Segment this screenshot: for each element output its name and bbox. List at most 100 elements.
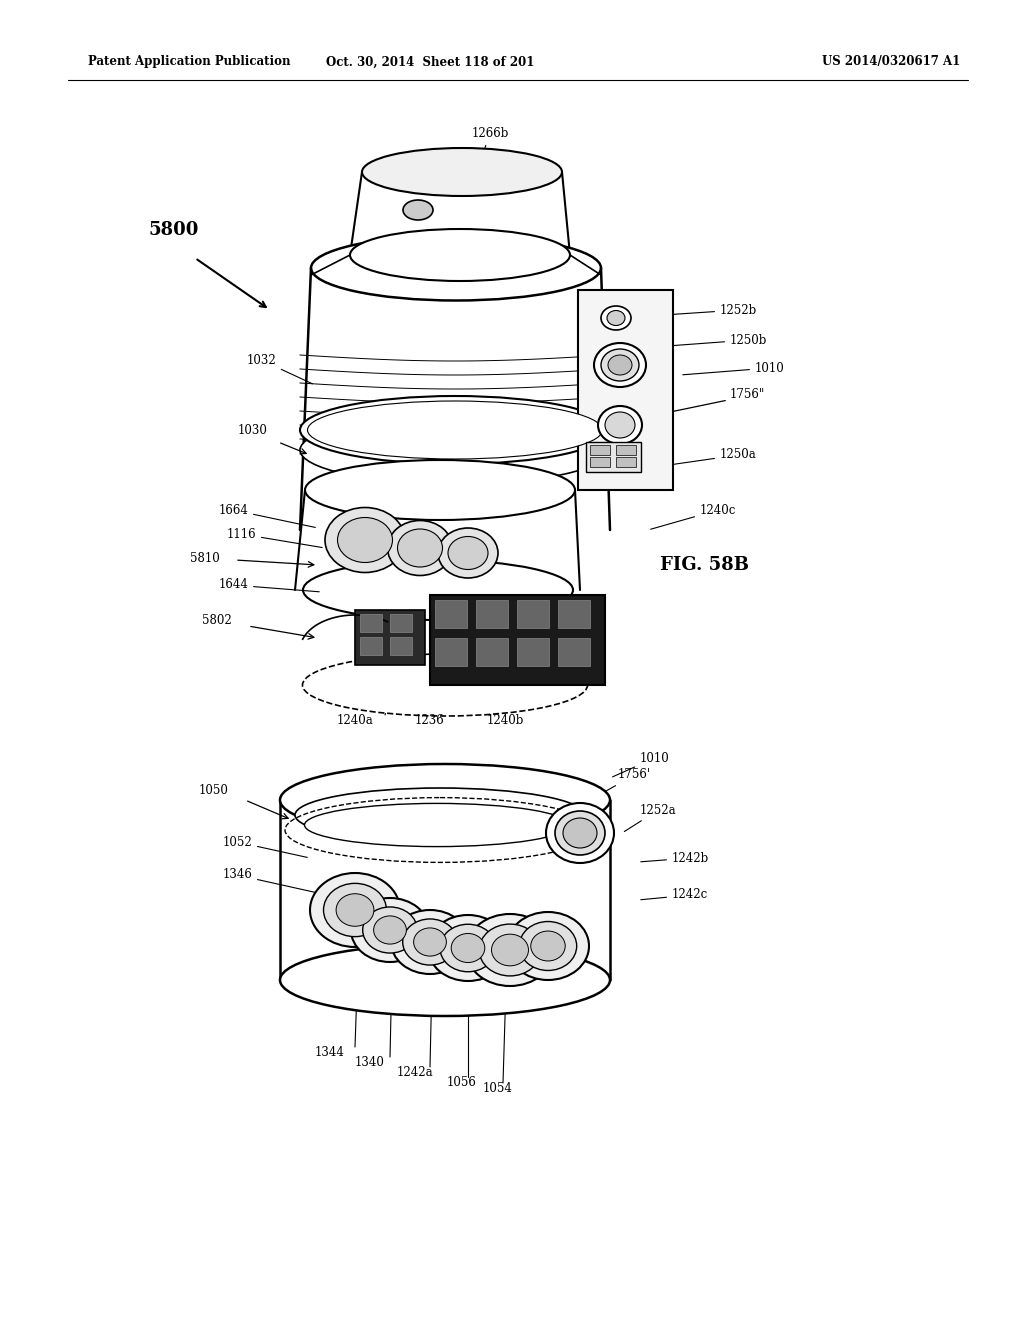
Text: 1116: 1116 (226, 528, 323, 548)
Bar (360, 614, 382, 632)
Text: 1340: 1340 (355, 1056, 385, 1068)
Ellipse shape (507, 912, 589, 979)
Ellipse shape (310, 873, 400, 946)
Text: 1054: 1054 (483, 1081, 513, 1094)
Text: 1236: 1236 (415, 714, 444, 726)
Text: Oct. 30, 2014  Sheet 118 of 201: Oct. 30, 2014 Sheet 118 of 201 (326, 55, 535, 69)
Text: 1346: 1346 (222, 869, 315, 892)
Ellipse shape (302, 653, 588, 715)
Bar (578, 290, 673, 490)
Text: 1240a: 1240a (337, 714, 374, 726)
Ellipse shape (303, 560, 573, 620)
Text: 1242c: 1242c (641, 888, 709, 902)
Text: 1266b: 1266b (471, 127, 509, 160)
Ellipse shape (391, 909, 469, 974)
Ellipse shape (438, 528, 498, 578)
Ellipse shape (428, 915, 508, 981)
Text: 1240b: 1240b (486, 714, 523, 726)
Text: 1242b: 1242b (641, 851, 710, 865)
Bar (586, 442, 641, 473)
Bar (558, 601, 590, 628)
Bar (390, 638, 412, 655)
Ellipse shape (546, 803, 614, 863)
Ellipse shape (300, 396, 610, 465)
Ellipse shape (300, 416, 610, 484)
Ellipse shape (311, 235, 601, 301)
Bar (517, 638, 549, 667)
Ellipse shape (449, 536, 488, 569)
Bar (616, 457, 636, 467)
Ellipse shape (466, 913, 554, 986)
Bar (390, 614, 412, 632)
Ellipse shape (402, 919, 458, 965)
Text: 1664: 1664 (218, 503, 315, 528)
Text: 1010: 1010 (612, 751, 670, 777)
Bar (616, 445, 636, 455)
Ellipse shape (530, 931, 565, 961)
Text: US 2014/0320617 A1: US 2014/0320617 A1 (821, 55, 961, 69)
Text: 5810: 5810 (190, 552, 220, 565)
Ellipse shape (350, 228, 570, 281)
Bar (590, 457, 610, 467)
Bar (430, 595, 605, 685)
Ellipse shape (280, 764, 610, 836)
Ellipse shape (403, 201, 433, 220)
Text: 1250a: 1250a (650, 449, 757, 467)
Text: 1756": 1756" (730, 388, 765, 401)
Ellipse shape (338, 517, 392, 562)
Ellipse shape (440, 924, 496, 972)
Ellipse shape (414, 928, 446, 956)
Ellipse shape (362, 148, 562, 195)
Ellipse shape (325, 507, 406, 573)
Text: 5800: 5800 (148, 220, 199, 239)
Ellipse shape (305, 459, 575, 520)
Text: 1252b: 1252b (621, 304, 758, 318)
Ellipse shape (324, 883, 386, 937)
Ellipse shape (563, 818, 597, 847)
Ellipse shape (387, 520, 453, 576)
Ellipse shape (608, 355, 632, 375)
Bar (355, 610, 425, 665)
Bar (517, 601, 549, 628)
Ellipse shape (598, 407, 642, 444)
Text: 1050: 1050 (198, 784, 228, 796)
Bar (476, 601, 508, 628)
Ellipse shape (492, 935, 528, 966)
Text: 5802: 5802 (203, 614, 232, 627)
Ellipse shape (601, 348, 639, 381)
Ellipse shape (607, 310, 625, 326)
Ellipse shape (594, 343, 646, 387)
Ellipse shape (519, 921, 577, 970)
Text: 1032: 1032 (246, 354, 312, 384)
Ellipse shape (280, 944, 610, 1016)
Bar (476, 638, 508, 667)
Ellipse shape (374, 916, 407, 944)
Text: 1240c: 1240c (650, 503, 736, 529)
Text: 1250b: 1250b (643, 334, 767, 347)
Ellipse shape (362, 907, 418, 953)
Text: 1756': 1756' (593, 768, 651, 799)
Ellipse shape (351, 898, 429, 962)
Text: Patent Application Publication: Patent Application Publication (88, 55, 291, 69)
Bar (435, 601, 467, 628)
Ellipse shape (307, 401, 602, 459)
Ellipse shape (336, 894, 374, 927)
Bar (360, 638, 382, 655)
Text: 1644: 1644 (218, 578, 319, 591)
Text: FIG. 58B: FIG. 58B (660, 556, 749, 574)
Text: 1242a: 1242a (396, 1065, 433, 1078)
Text: 1030: 1030 (238, 424, 268, 437)
Ellipse shape (295, 788, 585, 842)
Ellipse shape (479, 924, 541, 975)
Ellipse shape (397, 529, 442, 568)
Ellipse shape (452, 933, 484, 962)
Ellipse shape (605, 412, 635, 438)
Text: 1252a: 1252a (625, 804, 677, 832)
Text: 1052: 1052 (222, 836, 307, 858)
Ellipse shape (555, 810, 605, 855)
Ellipse shape (304, 804, 569, 846)
Bar (435, 638, 467, 667)
Text: 1344: 1344 (315, 1045, 345, 1059)
Bar (558, 638, 590, 667)
Text: 1056: 1056 (447, 1076, 477, 1089)
